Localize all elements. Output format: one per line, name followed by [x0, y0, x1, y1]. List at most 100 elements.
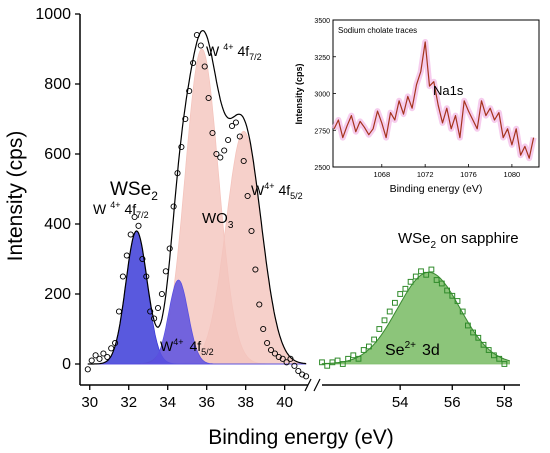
svg-text:W4+4f5/2: W4+ 4f5/2: [251, 181, 303, 201]
w-data-point: [92, 352, 99, 359]
x-tick-label: 32: [120, 394, 137, 411]
x-tick-label: 56: [444, 394, 461, 411]
w-data-point: [170, 203, 177, 210]
w-data-point: [104, 353, 111, 361]
w-data-point: [201, 63, 208, 70]
w-data-point: [162, 268, 169, 275]
w-data-point: [112, 339, 119, 347]
inset-y-tick-label: 3250: [314, 55, 330, 62]
se-data-point: [496, 355, 503, 362]
w-data-point: [279, 355, 286, 362]
se-data-point: [360, 347, 367, 353]
inset-title: Sodium cholate traces: [338, 26, 417, 35]
se-data-point: [376, 326, 383, 332]
annotation-sapphire: WSe2 on sapphire: [398, 230, 519, 251]
se-data-point: [465, 322, 471, 329]
x-axis-label: Binding energy (eV): [208, 426, 394, 449]
w-data-point: [166, 245, 173, 252]
inset-y-tick-label: 2750: [314, 128, 330, 135]
w-data-point: [119, 273, 126, 280]
se-data-point: [418, 268, 424, 275]
x-tick-label: 58: [496, 394, 513, 411]
inset-y-axis-label: Intensity (cps): [294, 63, 304, 124]
w-data-point: [256, 301, 263, 308]
x-tick-label: 30: [81, 394, 98, 411]
se-data-point: [366, 343, 372, 350]
svg-text:WSe2 on sapphire: WSe2 on sapphire: [398, 230, 519, 251]
w-data-point: [252, 266, 259, 273]
axis-break-mark: [313, 378, 321, 392]
svg-text:WSe2: WSe2: [110, 179, 158, 203]
w-data-point: [84, 366, 91, 373]
inset-y-tick-label: 3500: [314, 18, 330, 25]
se-data-point: [324, 362, 331, 369]
w-data-point: [271, 350, 278, 357]
se-data-point: [459, 308, 466, 315]
svg-text:WO3: WO3: [202, 210, 234, 231]
y-tick-label: 600: [44, 146, 71, 163]
y-axis-label: Intensity (cps): [4, 131, 27, 262]
se-data-point: [438, 280, 445, 287]
x-tick-label: 34: [159, 394, 176, 411]
svg-text:W4+4f7/2: W 4+ 4f7/2: [93, 200, 149, 220]
w-data-point: [174, 170, 181, 177]
x-tick-label: 40: [276, 394, 293, 411]
w-data-point: [131, 213, 138, 221]
w-data-point: [190, 59, 197, 67]
w-data-point: [244, 192, 251, 200]
w-data-point: [248, 227, 255, 235]
se-data-point: [433, 277, 440, 283]
w-data-point: [178, 143, 185, 151]
annotation-wo3: WO3: [202, 210, 234, 231]
w-data-point: [267, 346, 275, 354]
w-data-point: [240, 157, 247, 165]
y-tick-label: 200: [44, 286, 71, 303]
se-data-point: [485, 347, 492, 353]
w-data-point: [115, 308, 123, 315]
w-data-point: [147, 308, 154, 315]
data-markers: [84, 31, 508, 380]
svg-text:Se2+3d: Se2+ 3d: [385, 340, 440, 359]
se-data-point: [386, 308, 393, 315]
w-data-point: [303, 373, 310, 380]
inset-x-tick-label: 1080: [504, 170, 521, 179]
x-tick-label: 38: [237, 394, 254, 411]
se-data-point: [470, 329, 477, 336]
annotation-wse2: WSe2: [110, 179, 158, 203]
w-data-point: [287, 355, 294, 362]
w-data-point: [291, 362, 298, 369]
w-data-point: [158, 290, 165, 298]
w-data-point: [295, 367, 302, 375]
w-data-point: [236, 133, 243, 140]
se-data-point: [345, 355, 352, 362]
se-data-point: [449, 292, 456, 299]
w-data-point: [197, 42, 204, 49]
w-data-point: [182, 115, 189, 123]
se-data-point: [334, 357, 341, 364]
annotation-se: Se2+ 3d: [385, 340, 440, 359]
w-data-point: [108, 345, 115, 352]
na1s-series-line: [333, 41, 535, 159]
se-data-point: [381, 317, 388, 324]
w-data-point: [135, 222, 142, 229]
w-data-point: [193, 31, 200, 39]
se-data-point: [371, 336, 378, 343]
fitted-components: [87, 48, 510, 365]
se-data-point: [402, 285, 409, 292]
svg-text:W4+4f5/2: W4+ 4f5/2: [160, 337, 214, 357]
w-data-point: [123, 252, 130, 259]
svg-text:W4+4f7/2: W 4+ 4f7/2: [206, 42, 262, 62]
se-data-point: [339, 361, 346, 367]
inset-series-line: [333, 41, 535, 159]
inset-x-tick-label: 1076: [460, 170, 477, 179]
se-data-point: [355, 355, 362, 362]
y-tick-label: 0: [62, 356, 71, 373]
y-tick-label: 800: [44, 76, 71, 93]
w-data-point: [225, 136, 232, 144]
inset-x-tick-label: 1072: [417, 170, 434, 179]
w-data-point: [154, 304, 162, 312]
inset-axes: 2500 2750 3000 3250 3500 1068 1072 1076 1080: [314, 18, 520, 179]
w-data-point: [264, 339, 271, 347]
inset-x-tick-label: 1068: [373, 170, 390, 179]
se-data-point: [319, 359, 325, 366]
